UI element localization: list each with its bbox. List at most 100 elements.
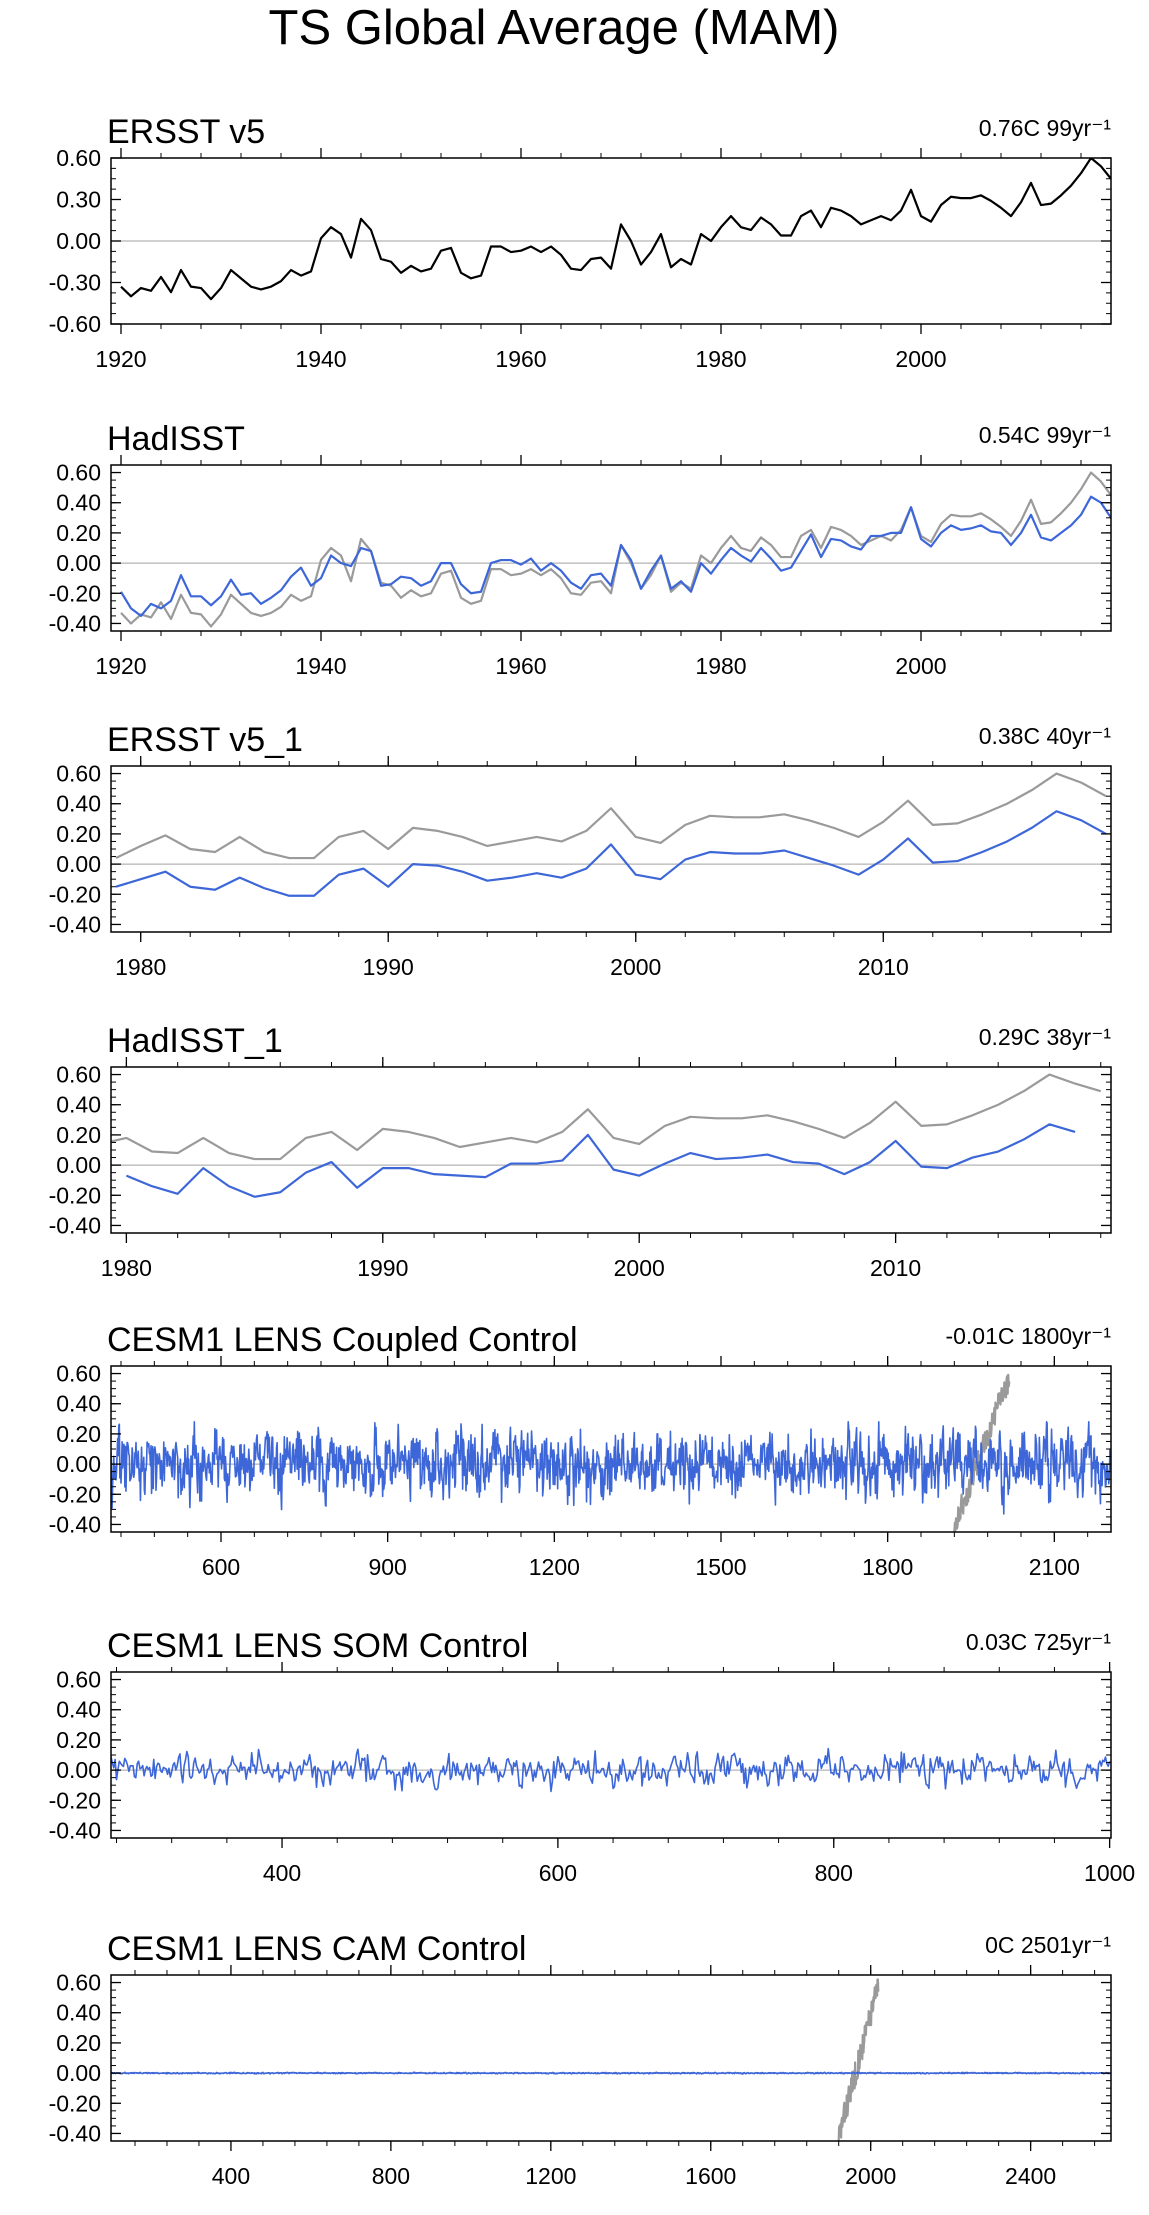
y-tick-label: -0.40 [49,911,101,937]
x-tick-label: 1980 [115,954,166,980]
series-line [111,1421,1111,1515]
panel-title: HadISST_1 [107,1022,283,1060]
y-tick-label: 0.00 [56,550,101,576]
series-line [111,1073,1102,1161]
series-line [111,1747,1111,1793]
y-tick-label: 0.60 [56,1361,101,1387]
trend-label: 0.54C 99yr⁻¹ [979,422,1112,448]
x-tick-label: 2000 [895,346,946,372]
y-tick-label: 0.40 [56,2000,101,2026]
y-tick-label: 0.40 [56,1391,101,1417]
x-tick-label: 1800 [862,1554,913,1580]
y-tick-label: 0.60 [56,1062,101,1088]
panel-title: CESM1 LENS CAM Control [107,1930,526,1968]
y-tick-label: 0.00 [56,1451,101,1477]
x-tick-label: 600 [539,1860,577,1886]
y-tick-label: -0.20 [49,1182,101,1208]
series-line [120,158,1111,301]
series-line [120,495,1111,618]
panel-6: CESM1 LENS SOM Control 0.03C 725yr⁻¹ -0.40… [49,1627,1136,1886]
y-tick-label: -0.60 [49,311,101,337]
y-tick-label: -0.40 [49,2120,101,2146]
x-tick-label: 1600 [685,2163,736,2189]
x-tick-label: 2000 [845,2163,896,2189]
panel-title: ERSST v5_1 [107,721,303,759]
y-tick-label: 0.20 [56,1727,101,1753]
y-tick-label: -0.40 [49,1817,101,1843]
panel-4: HadISST_1 0.29C 38yr⁻¹ -0.40 -0.20 0.00 0.20 0… [49,1022,1112,1281]
x-tick-label: 1000 [1084,1860,1135,1886]
x-tick-label: 600 [202,1554,240,1580]
y-tick-label: -0.40 [49,1511,101,1537]
y-tick-label: 0.20 [56,2030,101,2056]
series-line [115,772,1107,860]
y-tick-label: 0.20 [56,520,101,546]
y-tick-label: -0.20 [49,1787,101,1813]
x-tick-label: 2000 [895,653,946,679]
x-tick-label: 1960 [495,346,546,372]
panel-title: HadISST [107,420,245,458]
y-tick-label: -0.20 [49,881,101,907]
y-tick-label: 0.60 [56,145,101,171]
y-tick-label: 0.00 [56,228,101,254]
x-tick-label: 1940 [295,653,346,679]
trend-label: 0.38C 40yr⁻¹ [979,723,1112,749]
series-line [115,810,1107,897]
series-line [111,2071,1111,2075]
x-tick-label: 2000 [614,1255,665,1281]
panel-1: ERSST v5 0.76C 99yr⁻¹ -0.60 -0.30 0.00 0.30 0.… [49,113,1112,372]
trend-label: 0.76C 99yr⁻¹ [979,115,1112,141]
y-tick-label: 0.40 [56,1092,101,1118]
trend-label: 0.03C 725yr⁻¹ [966,1629,1111,1655]
series-line [125,1123,1076,1198]
y-tick-label: 0.40 [56,791,101,817]
y-tick-label: 0.60 [56,1667,101,1693]
x-tick-label: 1980 [101,1255,152,1281]
x-tick-label: 400 [263,1860,301,1886]
trend-label: 0.29C 38yr⁻¹ [979,1024,1112,1050]
y-tick-label: -0.20 [49,580,101,606]
panel-title: CESM1 LENS Coupled Control [107,1321,578,1359]
panel-2: HadISST 0.54C 99yr⁻¹ -0.40 -0.20 0.00 0.20 0.4… [49,420,1112,679]
y-tick-label: 0.40 [56,490,101,516]
x-tick-label: 1990 [363,954,414,980]
y-tick-label: -0.40 [49,1212,101,1238]
panel-5: CESM1 LENS Coupled Control -0.01C 1800yr⁻… [49,1321,1112,1580]
figure-title: TS Global Average (MAM) [269,1,840,55]
y-tick-label: -0.20 [49,2090,101,2116]
x-tick-label: 1920 [95,346,146,372]
x-tick-label: 800 [815,1860,853,1886]
y-tick-label: 0.40 [56,1697,101,1723]
x-tick-label: 1920 [95,653,146,679]
x-tick-label: 2010 [870,1255,921,1281]
y-tick-label: -0.40 [49,610,101,636]
trend-label: 0C 2501yr⁻¹ [985,1932,1111,1958]
y-tick-label: 0.20 [56,1421,101,1447]
x-tick-label: 1200 [525,2163,576,2189]
x-tick-label: 1500 [695,1554,746,1580]
x-tick-label: 800 [372,2163,410,2189]
x-tick-label: 1990 [357,1255,408,1281]
panel-3: ERSST v5_1 0.38C 40yr⁻¹ -0.40 -0.20 0.00 0.20… [49,721,1112,980]
panel-7: CESM1 LENS CAM Control 0C 2501yr⁻¹ -0.40 -0… [49,1930,1112,2189]
series-line [837,1978,880,2141]
panel-title: CESM1 LENS SOM Control [107,1627,528,1665]
x-tick-label: 1940 [295,346,346,372]
x-tick-label: 900 [368,1554,406,1580]
x-tick-label: 400 [212,2163,250,2189]
panel-title: ERSST v5 [107,113,265,151]
y-tick-label: 0.60 [56,1970,101,1996]
y-tick-label: 0.00 [56,2060,101,2086]
x-tick-label: 1960 [495,653,546,679]
y-tick-label: 0.00 [56,851,101,877]
x-tick-label: 1980 [695,346,746,372]
y-tick-label: -0.30 [49,270,101,296]
y-tick-label: 0.00 [56,1757,101,1783]
x-tick-label: 2400 [1005,2163,1056,2189]
y-tick-label: 0.20 [56,821,101,847]
y-tick-label: -0.20 [49,1481,101,1507]
y-tick-label: 0.00 [56,1152,101,1178]
y-tick-label: 0.20 [56,1122,101,1148]
